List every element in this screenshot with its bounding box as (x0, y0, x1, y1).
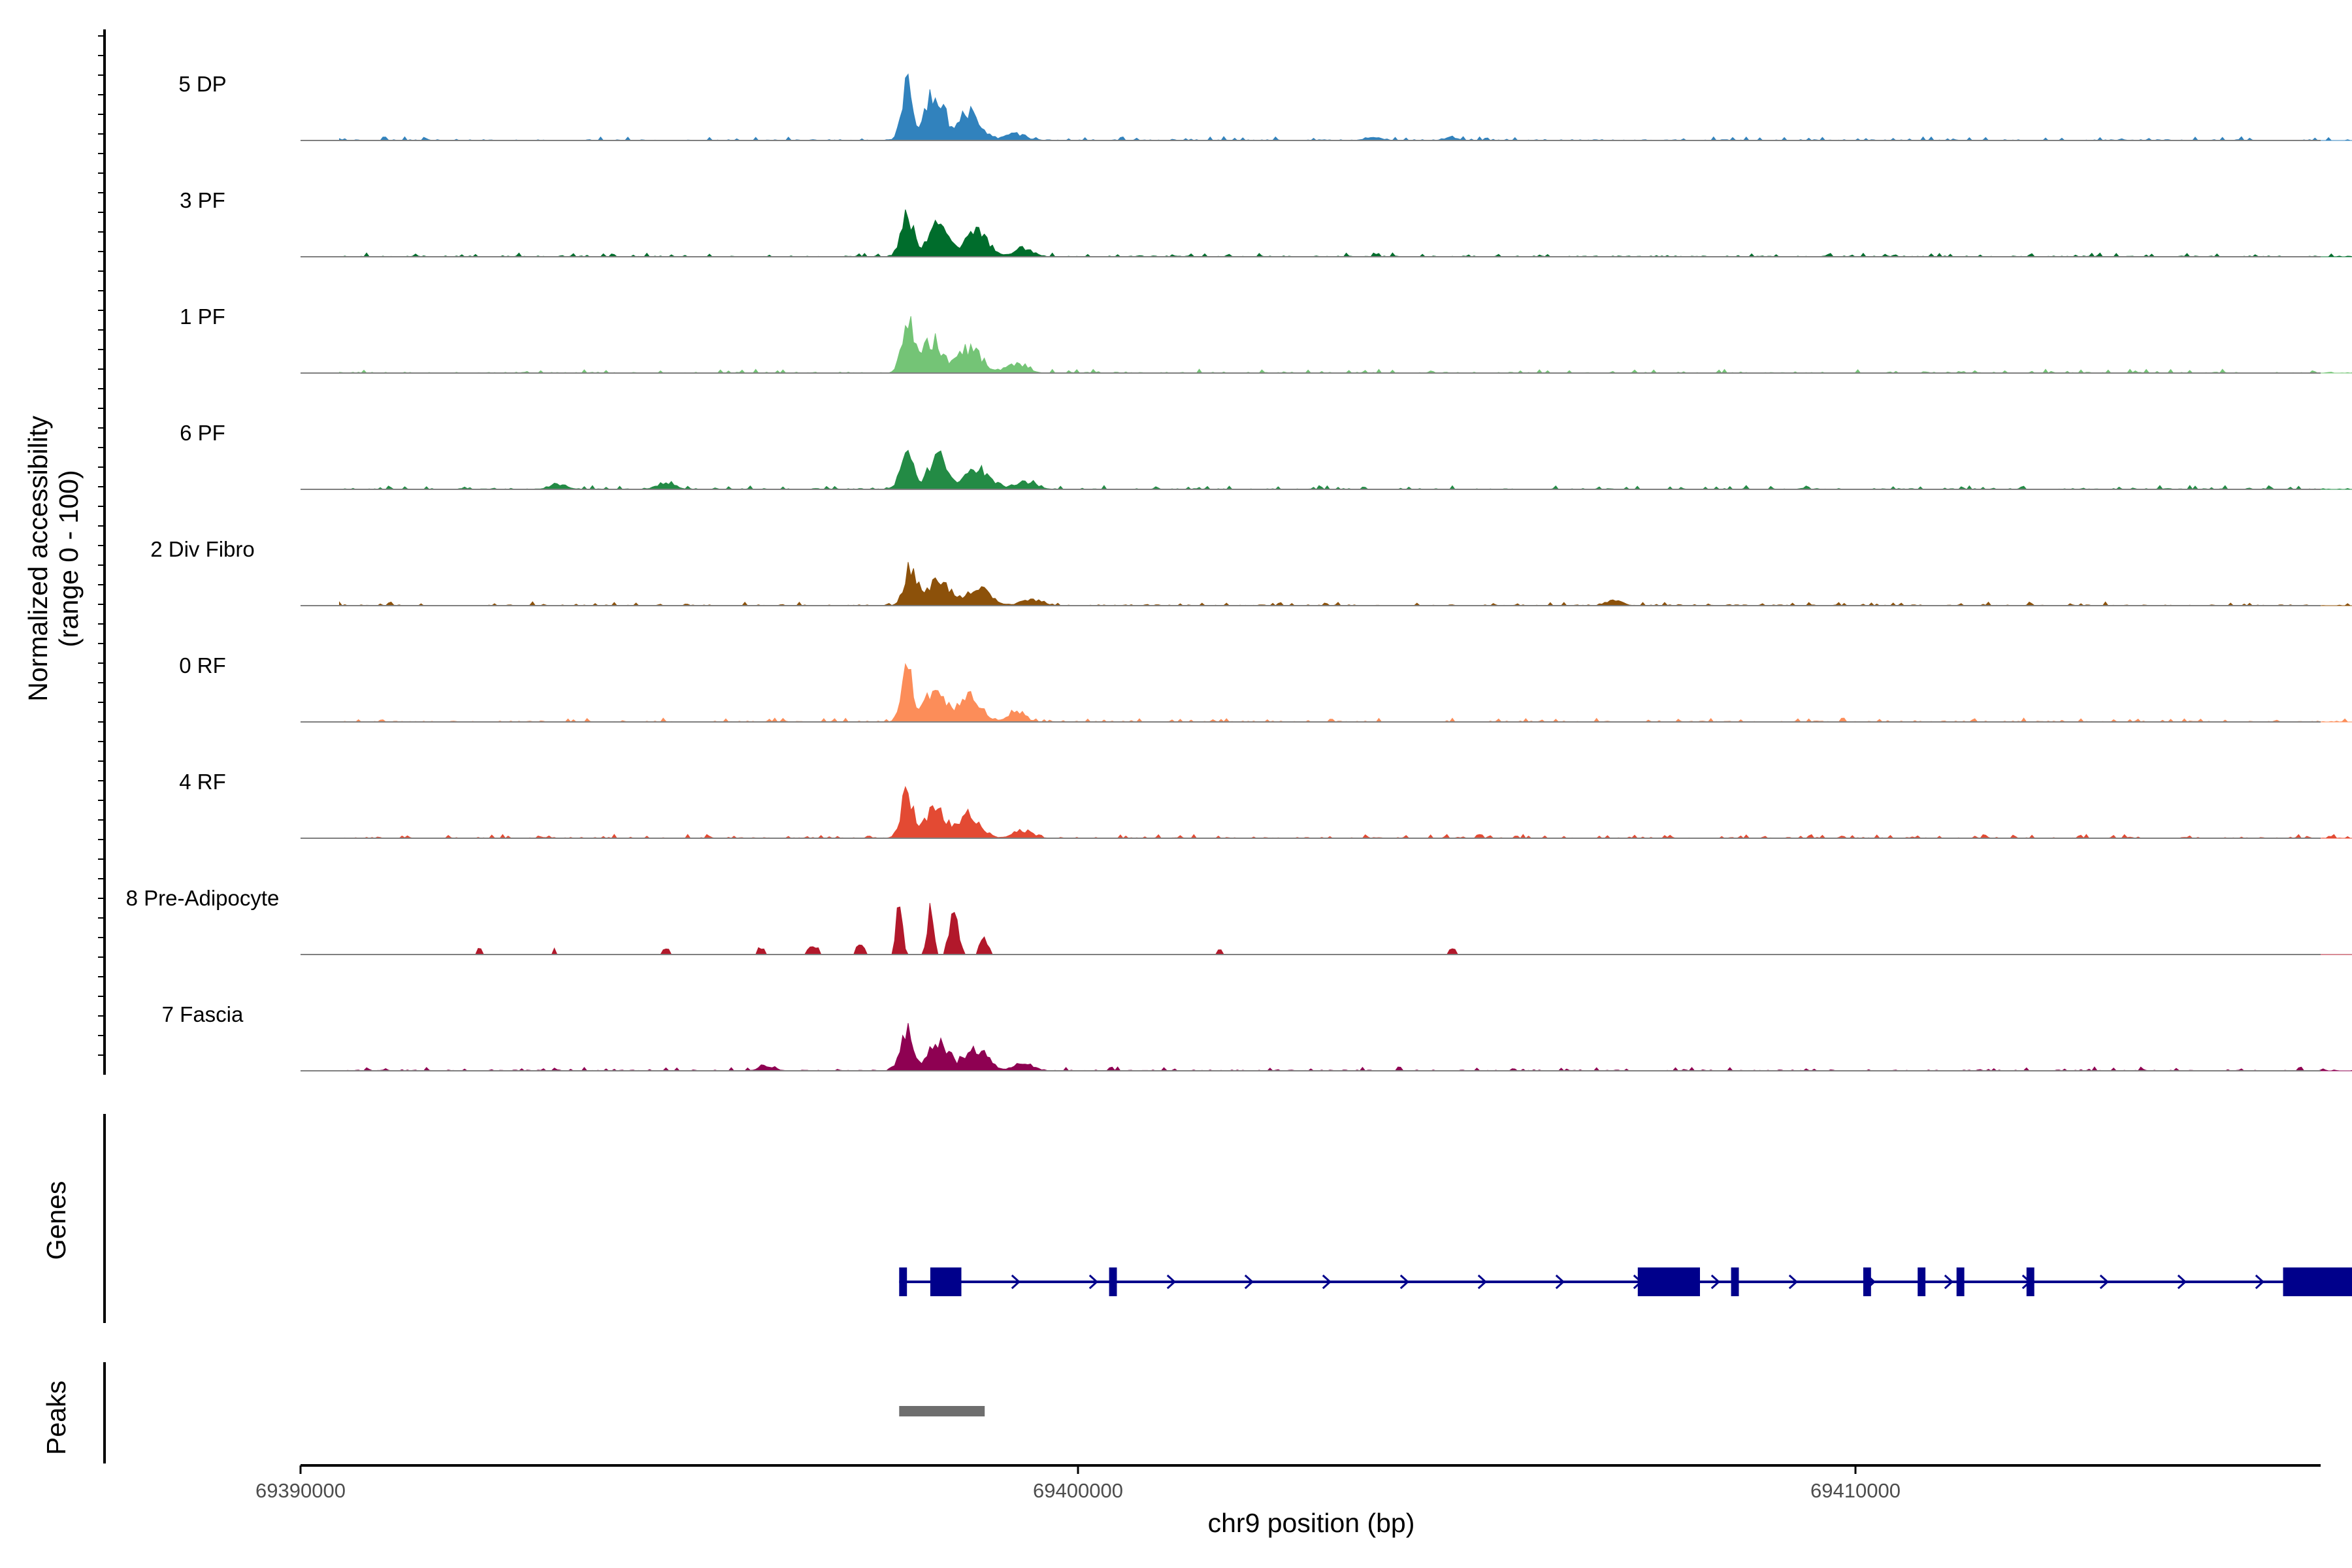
strand-arrow (1710, 1274, 1721, 1290)
strand-arrow (1322, 1274, 1332, 1290)
gene-exon (899, 1267, 907, 1296)
strand-arrow (1555, 1274, 1565, 1290)
track-label: 8 Pre-Adipocyte (126, 886, 280, 910)
track-4-rf: 4 RF (179, 770, 2352, 839)
gene-exon (1731, 1267, 1739, 1296)
strand-arrow (1244, 1274, 1254, 1290)
strand-arrow (1944, 1274, 1954, 1290)
x-tick-label: 69400000 (1033, 1479, 1123, 1502)
coverage-area (339, 662, 2352, 723)
coverage-area (339, 785, 2352, 839)
gene-exon (930, 1267, 962, 1296)
gene-exon (2026, 1267, 2034, 1296)
strand-arrow (1166, 1274, 1177, 1290)
gene-exon (1637, 1267, 1700, 1296)
strand-arrow (2099, 1274, 2110, 1290)
track-0-rf: 0 RF (179, 653, 2352, 723)
track-label: 5 DP (178, 72, 226, 96)
genes-label: Genes (41, 1181, 71, 1260)
track-7-fascia: 7 Fascia (162, 1002, 2352, 1071)
track-8-pre-adipocyte: 8 Pre-Adipocyte (126, 886, 2352, 955)
y-axis-label-line1: Normalized accessibility (23, 416, 53, 702)
coverage-area (339, 316, 2352, 374)
y-axis-label-line2: (range 0 - 100) (54, 470, 84, 647)
x-tick-label: 69390000 (255, 1479, 346, 1502)
coverage-area (339, 562, 2352, 606)
track-6-pf: 6 PF (180, 421, 2352, 490)
strand-arrow (1399, 1274, 1410, 1290)
track-label: 4 RF (179, 770, 226, 794)
peak-region (899, 1406, 985, 1416)
track-label: 7 Fascia (162, 1002, 244, 1026)
track-5-dp: 5 DP (178, 72, 2352, 141)
peak-track (899, 1406, 985, 1416)
strand-arrow (2177, 1274, 2187, 1290)
track-3-pf: 3 PF (180, 188, 2352, 257)
coverage-area (339, 209, 2352, 257)
peaks-label: Peaks (41, 1380, 71, 1455)
track-1-pf: 1 PF (180, 304, 2352, 374)
gene-track: Ice2 (899, 1267, 2352, 1296)
track-label: 3 PF (180, 188, 225, 212)
strand-arrow (1011, 1274, 1021, 1290)
coverage-area (339, 1022, 2352, 1071)
strand-arrow (2255, 1274, 2265, 1290)
track-label: 6 PF (180, 421, 225, 445)
strand-arrow (1088, 1274, 1099, 1290)
x-axis-label: chr9 position (bp) (1208, 1508, 1415, 1538)
x-tick-label: 69410000 (1810, 1479, 1901, 1502)
left-axes (98, 29, 106, 1463)
gene-exon (1109, 1267, 1117, 1296)
coverage-area (339, 903, 2352, 955)
track-label: 2 Div Fibro (150, 537, 255, 561)
strand-arrow (1788, 1274, 1799, 1290)
coverage-area (339, 73, 2352, 141)
gene-exon (1918, 1267, 1926, 1296)
gene-exon (1863, 1267, 1871, 1296)
strand-arrow (1477, 1274, 1488, 1290)
x-axis: 6939000069400000694100006942000069430000… (255, 1464, 2321, 1502)
coverage-area (339, 449, 2352, 490)
coverage-tracks: 5 DP 3 PF 1 PF 6 PF 2 Div Fibro 0 RF 4 RF 8 Pre… (126, 72, 2352, 1071)
track-label: 1 PF (180, 304, 225, 329)
gene-exon (2283, 1267, 2352, 1296)
track-label: 0 RF (179, 653, 226, 678)
track-2-div-fibro: 2 Div Fibro (150, 537, 2352, 606)
gene-exon (1956, 1267, 1965, 1296)
